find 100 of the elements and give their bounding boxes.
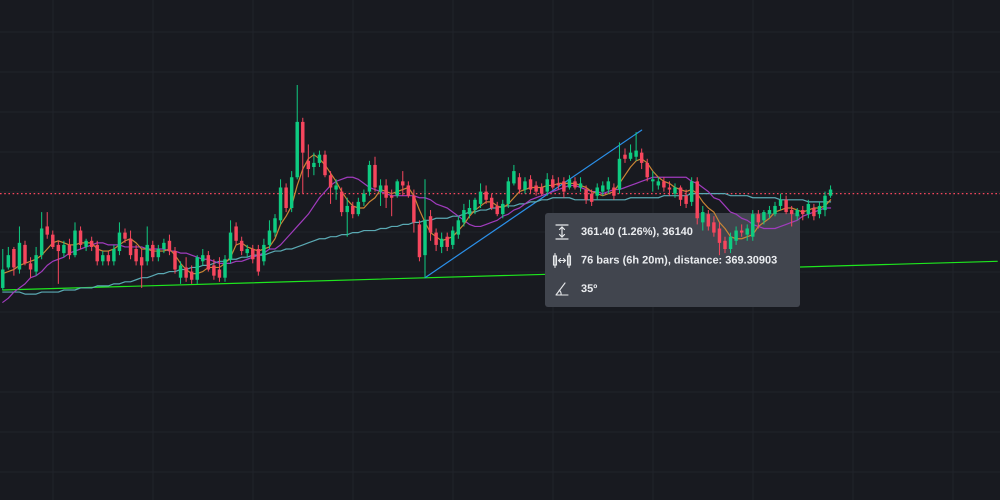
candlestick (351, 201, 354, 219)
candlestick (768, 205, 772, 219)
candlestick (128, 230, 132, 260)
candlestick (818, 201, 822, 219)
candlestick (746, 224, 749, 242)
candlestick (334, 178, 338, 200)
candlestick (318, 150, 322, 168)
candlestick (456, 216, 460, 240)
candlestick (46, 212, 49, 240)
candlestick (62, 240, 66, 258)
candlestick (156, 244, 160, 262)
candlestick (790, 205, 794, 227)
candlestick (734, 226, 738, 246)
candlestick (506, 176, 510, 208)
candlestick (101, 250, 104, 266)
candlestick (451, 226, 454, 250)
candlestick (828, 184, 832, 198)
candlestick (134, 244, 138, 266)
candlestick (56, 240, 60, 284)
candlestick (262, 238, 266, 266)
candlestick (146, 226, 149, 266)
candlestick (168, 234, 172, 256)
candlestick (512, 164, 516, 186)
candlestick (690, 176, 694, 206)
candlestick (6, 246, 10, 270)
candlestick (496, 201, 499, 217)
annotation: 76 bars (6h 20m), distance: 369.30903 (581, 254, 778, 266)
annotation: 361.40 (1.26%), 36140 (581, 226, 693, 238)
candlestick (478, 182, 482, 208)
candlestick (640, 148, 644, 170)
candlestick (112, 244, 116, 266)
candlestick (184, 256, 188, 282)
candlestick (756, 210, 760, 229)
candlestick (362, 189, 366, 206)
candlestick (268, 220, 272, 250)
candlestick (546, 172, 549, 196)
candlestick (634, 132, 638, 162)
candlestick (346, 197, 349, 238)
candlestick (1, 248, 4, 290)
candlestick (801, 205, 804, 221)
candlestick (206, 250, 210, 272)
candlestick (378, 178, 382, 206)
candlestick (568, 174, 572, 190)
candlestick (701, 205, 704, 232)
candlestick (468, 199, 472, 219)
candlestick (201, 248, 204, 266)
candlestick (96, 240, 99, 266)
candlestick (718, 222, 722, 256)
candlestick (68, 238, 72, 260)
candlestick (740, 224, 744, 238)
candlestick (556, 176, 560, 190)
candlestick (28, 256, 32, 278)
candlestick (84, 238, 88, 252)
candlestick (601, 180, 604, 196)
candlestick (428, 210, 432, 242)
candlestick (123, 228, 127, 244)
candlestick (728, 232, 732, 254)
candlestick (78, 226, 82, 250)
candlestick (218, 256, 222, 282)
candlestick (396, 178, 399, 198)
candlestick (806, 199, 810, 219)
candlestick (246, 244, 249, 258)
candlestick (51, 230, 54, 250)
candlestick (118, 222, 122, 256)
candlestick (190, 264, 194, 284)
candlestick (596, 182, 599, 200)
candlestick (446, 232, 449, 252)
candlestick (12, 246, 16, 276)
candlestick (751, 210, 754, 242)
candlestick (240, 236, 244, 256)
candlestick (606, 176, 610, 194)
candlestick (234, 222, 238, 246)
candlestick (762, 210, 766, 225)
candlestick (34, 246, 38, 276)
candlestick (628, 144, 632, 162)
candlestick (312, 152, 316, 176)
candlestick (256, 244, 260, 276)
candlestick (212, 258, 216, 280)
candlestick (712, 216, 716, 238)
annotation: 35º (581, 283, 598, 295)
candlestick (462, 203, 466, 227)
candlestick (651, 170, 654, 192)
candlestick (306, 144, 310, 178)
candlestick (656, 176, 660, 190)
candlestick (178, 260, 182, 284)
candlestick (106, 250, 110, 266)
candlestick (196, 254, 199, 284)
candlestick (151, 240, 154, 262)
candlestick (140, 248, 144, 288)
candlestick (162, 238, 166, 254)
candlestick (578, 176, 582, 192)
candlestick (796, 208, 799, 221)
candlestick (812, 203, 816, 221)
candlestick (90, 236, 94, 252)
candlestick (706, 210, 710, 232)
candlestick (778, 193, 782, 211)
candlestick (356, 197, 360, 217)
candlestick (434, 228, 438, 252)
candlestick (501, 199, 504, 219)
candlestick (623, 148, 627, 164)
